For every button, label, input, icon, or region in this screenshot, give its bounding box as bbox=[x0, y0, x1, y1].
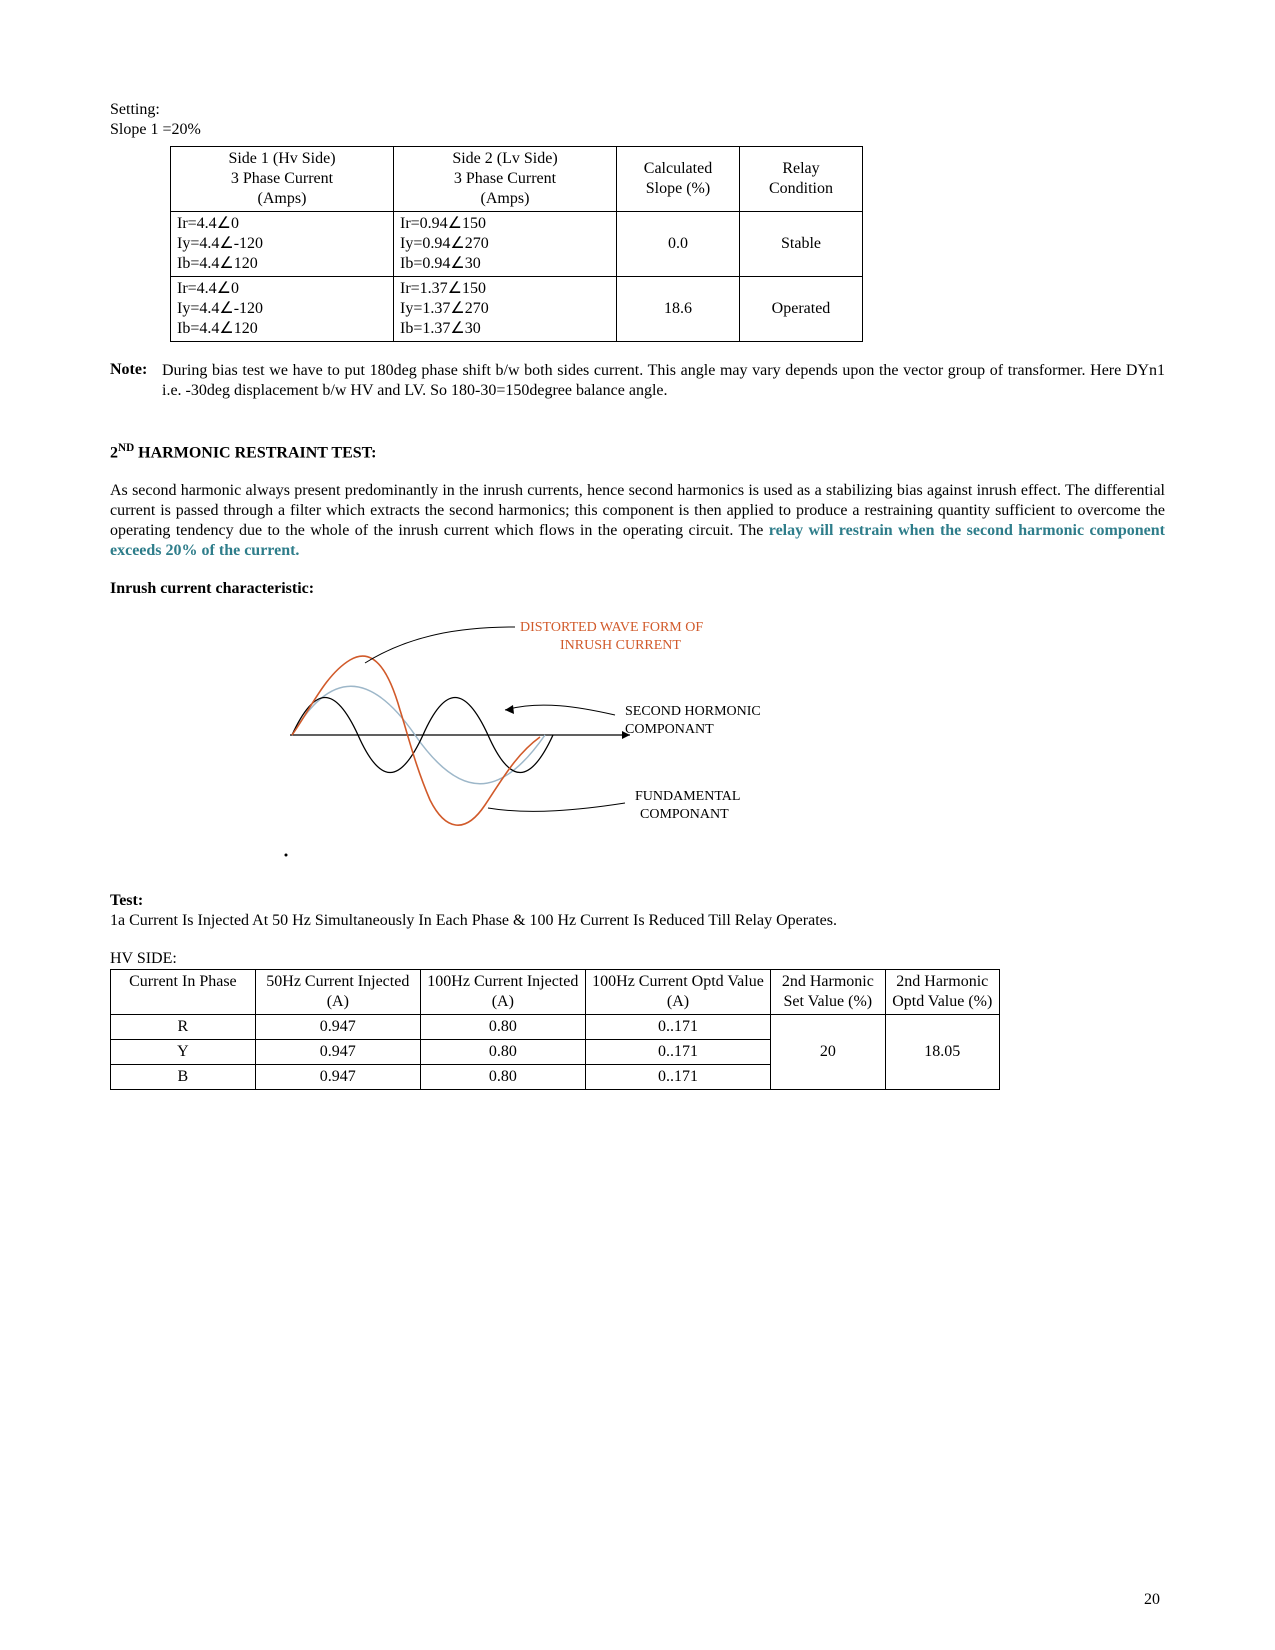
tbl1-h4: Relay Condition bbox=[740, 147, 863, 212]
harmonic-heading: 2ND HARMONIC RESTRAINT TEST: bbox=[110, 441, 1165, 463]
tbl1-r2c1: Ir=4.4∠0 Iy=4.4∠-120 Ib=4.4∠120 bbox=[171, 277, 394, 342]
tbl2-r3c3: 0.80 bbox=[420, 1065, 585, 1090]
tbl2-r2c3: 0.80 bbox=[420, 1040, 585, 1065]
inrush-diagram: DISTORTED WAVE FORM OF INRUSH CURRENT SE… bbox=[280, 615, 1165, 881]
cell-text: 0.0 bbox=[668, 235, 688, 252]
leader-distorted bbox=[365, 627, 515, 663]
tbl2-r1c3: 0.80 bbox=[420, 1015, 585, 1040]
tbl2-r1c4: 0..171 bbox=[585, 1015, 770, 1040]
label-fund-1: FUNDAMENTAL bbox=[635, 789, 740, 804]
tbl2-merged-optd: 18.05 bbox=[885, 1015, 999, 1090]
tbl2-h5: 2nd Harmonic Set Value (%) bbox=[771, 970, 885, 1015]
label-distorted-2: INRUSH CURRENT bbox=[560, 638, 681, 653]
test-text: 1a Current Is Injected At 50 Hz Simultan… bbox=[110, 911, 1165, 931]
test-label: Test: bbox=[110, 891, 1165, 911]
tbl1-r2c2: Ir=1.37∠150 Iy=1.37∠270 Ib=1.37∠30 bbox=[394, 277, 617, 342]
cell-text: Operated bbox=[772, 300, 831, 317]
tbl1-h3-text: Calculated Slope (%) bbox=[644, 160, 712, 197]
label-second-2: COMPONANT bbox=[625, 722, 714, 737]
inrush-heading: Inrush current characteristic: bbox=[110, 579, 1165, 599]
heading-prefix: 2 bbox=[110, 444, 118, 461]
bias-test-table: Side 1 (Hv Side) 3 Phase Current (Amps) … bbox=[170, 146, 863, 342]
hv-side-table: Current In Phase 50Hz Current Injected (… bbox=[110, 969, 1000, 1090]
tbl2-r3c4: 0..171 bbox=[585, 1065, 770, 1090]
cell-text: Ir=1.37∠150 Iy=1.37∠270 Ib=1.37∠30 bbox=[400, 280, 489, 337]
tbl1-r2c4: Operated bbox=[740, 277, 863, 342]
cell-text: Stable bbox=[781, 235, 821, 252]
tbl1-h1: Side 1 (Hv Side) 3 Phase Current (Amps) bbox=[171, 147, 394, 212]
cell-text: 18.6 bbox=[664, 300, 692, 317]
cell-text: Ir=4.4∠0 Iy=4.4∠-120 Ib=4.4∠120 bbox=[177, 215, 263, 272]
dot-icon bbox=[285, 854, 288, 857]
tbl2-r2c2: 0.947 bbox=[255, 1040, 420, 1065]
tbl2-r1c1: R bbox=[111, 1015, 256, 1040]
tbl2-merged-set: 20 bbox=[771, 1015, 885, 1090]
tbl2-r2c4: 0..171 bbox=[585, 1040, 770, 1065]
tbl2-r1c2: 0.947 bbox=[255, 1015, 420, 1040]
tbl1-h3: Calculated Slope (%) bbox=[617, 147, 740, 212]
tbl1-r1c1: Ir=4.4∠0 Iy=4.4∠-120 Ib=4.4∠120 bbox=[171, 212, 394, 277]
tbl2-h4: 100Hz Current Optd Value (A) bbox=[585, 970, 770, 1015]
heading-rest: HARMONIC RESTRAINT TEST: bbox=[134, 444, 376, 461]
leader-fundamental bbox=[488, 803, 625, 811]
tbl1-h1-text: Side 1 (Hv Side) 3 Phase Current (Amps) bbox=[228, 150, 335, 207]
tbl1-r2c3: 18.6 bbox=[617, 277, 740, 342]
label-distorted-1: DISTORTED WAVE FORM OF bbox=[520, 620, 703, 635]
leader-second-arrow-icon bbox=[505, 705, 514, 714]
table-row: Ir=4.4∠0 Iy=4.4∠-120 Ib=4.4∠120 Ir=0.94∠… bbox=[171, 212, 863, 277]
table-row: Ir=4.4∠0 Iy=4.4∠-120 Ib=4.4∠120 Ir=1.37∠… bbox=[171, 277, 863, 342]
tbl2-h3: 100Hz Current Injected (A) bbox=[420, 970, 585, 1015]
cell-text: Ir=4.4∠0 Iy=4.4∠-120 Ib=4.4∠120 bbox=[177, 280, 263, 337]
hv-side-label: HV SIDE: bbox=[110, 949, 1165, 969]
leader-second bbox=[505, 705, 615, 715]
tbl2-r2c1: Y bbox=[111, 1040, 256, 1065]
tbl1-h2-text: Side 2 (Lv Side) 3 Phase Current (Amps) bbox=[452, 150, 557, 207]
tbl2-h2: 50Hz Current Injected (A) bbox=[255, 970, 420, 1015]
heading-super: ND bbox=[118, 442, 134, 454]
note-label: Note: bbox=[110, 361, 147, 378]
tbl2-r3c1: B bbox=[111, 1065, 256, 1090]
page-number: 20 bbox=[1144, 1590, 1160, 1610]
setting-line-2: Slope 1 =20% bbox=[110, 120, 1165, 140]
tbl1-r1c2: Ir=0.94∠150 Iy=0.94∠270 Ib=0.94∠30 bbox=[394, 212, 617, 277]
note-text: During bias test we have to put 180deg p… bbox=[162, 361, 1165, 401]
table-row: R 0.947 0.80 0..171 20 18.05 bbox=[111, 1015, 1000, 1040]
tbl2-h6: 2nd Harmonic Optd Value (%) bbox=[885, 970, 999, 1015]
tbl1-r1c3: 0.0 bbox=[617, 212, 740, 277]
setting-line-1: Setting: bbox=[110, 100, 1165, 120]
label-fund-2: COMPONANT bbox=[640, 807, 729, 822]
tbl1-h2: Side 2 (Lv Side) 3 Phase Current (Amps) bbox=[394, 147, 617, 212]
cell-text: Ir=0.94∠150 Iy=0.94∠270 Ib=0.94∠30 bbox=[400, 215, 489, 272]
note-block: Note: During bias test we have to put 18… bbox=[110, 360, 1165, 401]
label-second-1: SECOND HORMONIC bbox=[625, 704, 761, 719]
harmonic-body: As second harmonic always present predom… bbox=[110, 481, 1165, 561]
tbl2-r3c2: 0.947 bbox=[255, 1065, 420, 1090]
tbl1-r1c4: Stable bbox=[740, 212, 863, 277]
tbl2-h1: Current In Phase bbox=[111, 970, 256, 1015]
inrush-svg: DISTORTED WAVE FORM OF INRUSH CURRENT SE… bbox=[280, 615, 840, 875]
distorted-curve bbox=[292, 656, 540, 825]
tbl1-h4-text: Relay Condition bbox=[769, 160, 833, 197]
